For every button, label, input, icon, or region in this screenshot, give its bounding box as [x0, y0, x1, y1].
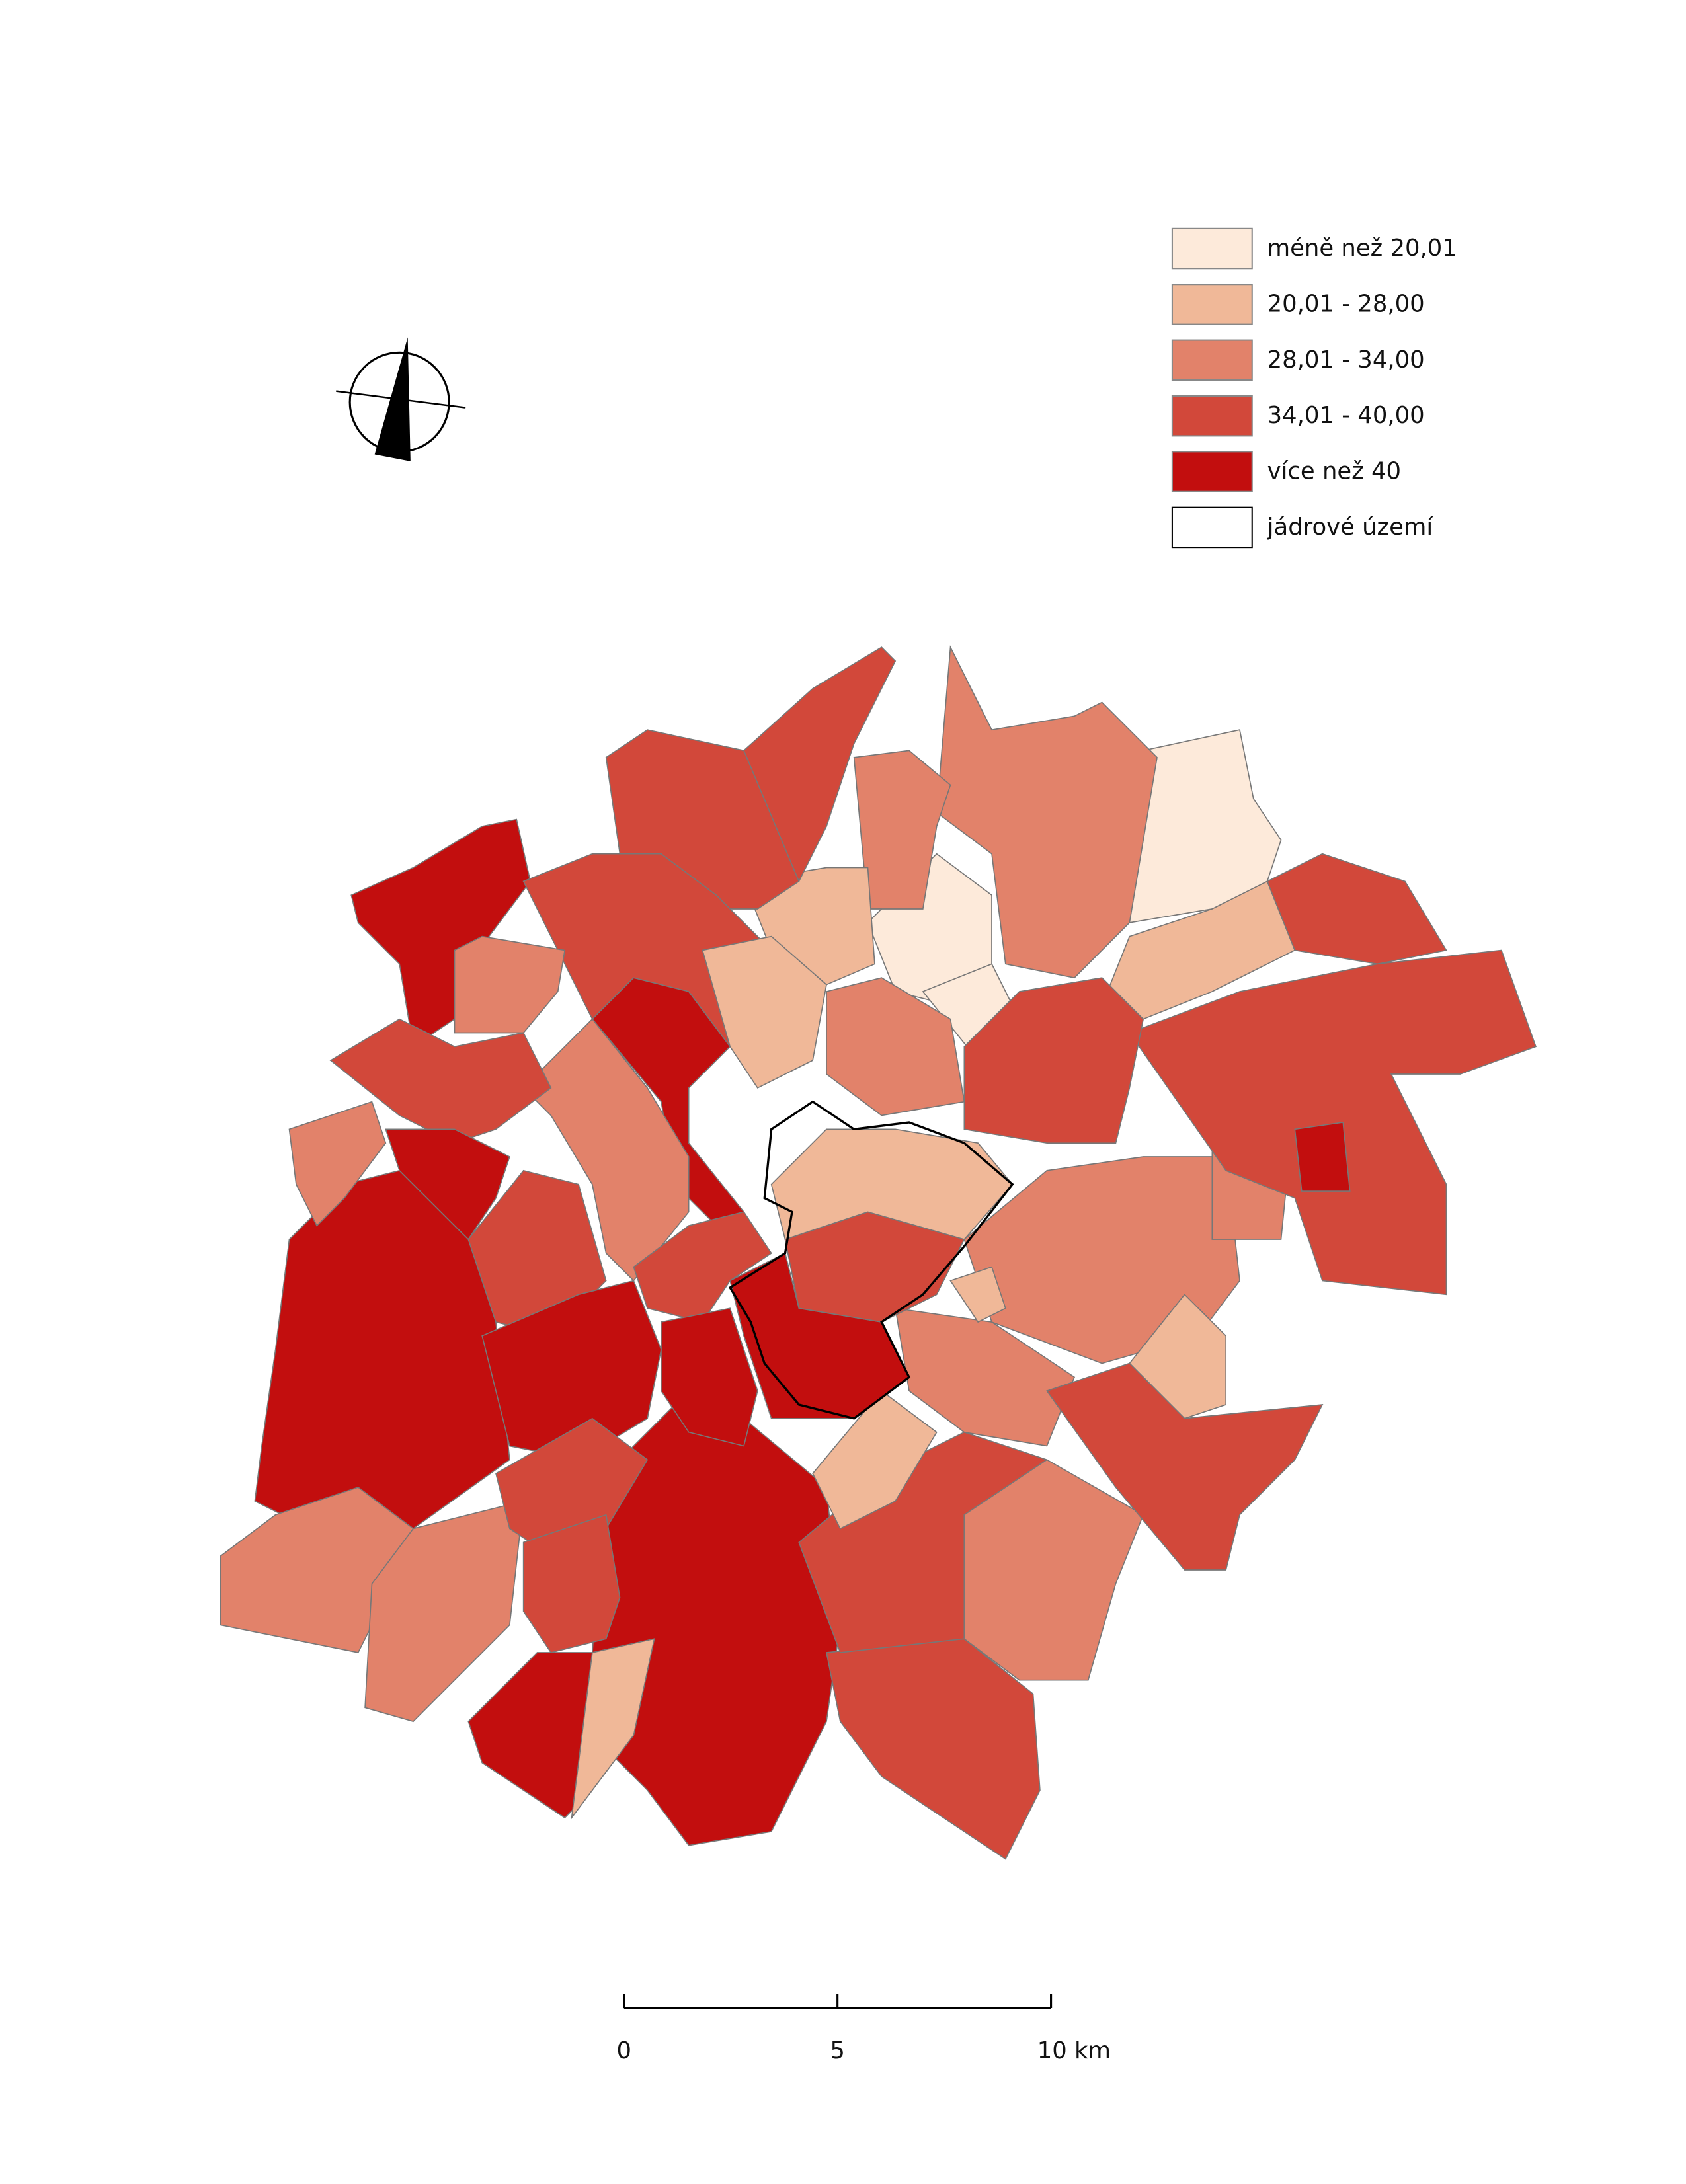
region: [743, 646, 897, 883]
region: [1266, 853, 1447, 965]
region: [364, 1500, 524, 1723]
legend-swatch: [1171, 339, 1253, 381]
scale-label: 0: [616, 2037, 631, 2064]
region: [467, 1652, 593, 1819]
region: [481, 1280, 662, 1461]
legend-label: 34,01 - 40,00: [1267, 402, 1425, 429]
regions: [220, 645, 1537, 1860]
compass-needle: [374, 337, 411, 461]
legend-swatch: [1171, 227, 1253, 270]
region: [329, 1018, 552, 1144]
region: [1045, 1362, 1324, 1571]
region: [571, 1638, 655, 1820]
legend: méně než 20,01 20,01 - 28,00 28,01 - 34,00…: [1171, 227, 1457, 549]
region: [467, 1169, 607, 1337]
legend-label: jádrové území: [1267, 514, 1434, 541]
region: [936, 645, 1158, 979]
legend-swatch: [1171, 284, 1253, 325]
region: [288, 1101, 387, 1227]
region: [826, 977, 965, 1116]
region: [1294, 1121, 1351, 1192]
region: [1129, 729, 1282, 923]
legend-label: 20,01 - 28,00: [1267, 290, 1425, 317]
region: [633, 1211, 772, 1323]
scale-label: 10 km: [1037, 2037, 1111, 2064]
core-area-outline: [728, 1100, 1014, 1420]
legend-label: 28,01 - 34,00: [1267, 346, 1425, 373]
legend-label: méně než 20,01: [1267, 235, 1457, 262]
legend-swatch: [1171, 506, 1253, 549]
legend-swatch: [1171, 395, 1253, 437]
region: [963, 1459, 1144, 1681]
scale-bar: 0 5 10 km: [616, 1994, 1111, 2064]
north-arrow: [336, 337, 466, 461]
scale-label: 5: [830, 2037, 845, 2064]
region: [385, 1128, 510, 1241]
region: [591, 977, 745, 1227]
region: [661, 1307, 758, 1447]
region: [963, 977, 1144, 1144]
region: [454, 935, 566, 1034]
legend-label: více než 40: [1267, 458, 1401, 485]
region: [522, 1514, 621, 1653]
legend-swatch: [1171, 451, 1253, 492]
region: [826, 1638, 1041, 1860]
region: [949, 1266, 1006, 1323]
